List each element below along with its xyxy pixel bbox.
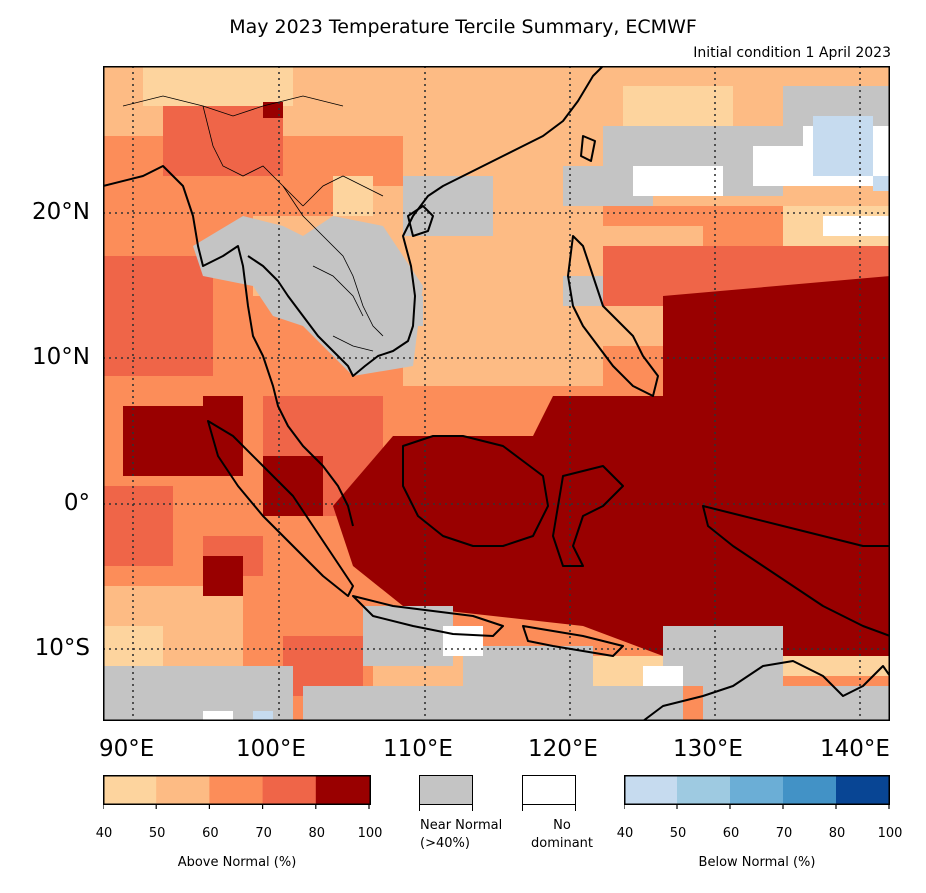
above-colorbar-cell-4 [315, 775, 370, 805]
above-colorbar-tick-label-0: 40 [95, 826, 113, 841]
lon-label-120e: 120°E [528, 736, 598, 762]
country-borders [122, 95, 384, 352]
above-colorbar-tick-label-4: 80 [308, 826, 326, 841]
map-title: May 2023 Temperature Tercile Summary, EC… [229, 16, 697, 38]
lon-label-90e: 90°E [99, 736, 155, 762]
lat-label-equator: 0° [63, 490, 90, 516]
map-border [103, 66, 890, 721]
above-colorbar-tick-label-5: 100 [357, 826, 383, 841]
near-normal-tick-right [472, 805, 473, 811]
below-colorbar-tick-label-1: 50 [669, 826, 687, 841]
above-colorbar-cell-2 [209, 775, 264, 805]
no-dominant-label-line2: dominant [530, 836, 594, 851]
above-colorbar-cell-3 [262, 775, 317, 805]
below-colorbar-cell-2 [730, 775, 784, 805]
no-dominant-label-line1: No [553, 818, 571, 833]
above-colorbar-cell-0 [103, 775, 157, 805]
below-colorbar-tick-label-5: 100 [877, 826, 903, 841]
lon-label-130e: 130°E [673, 736, 743, 762]
lat-label-10s: 10°S [34, 635, 90, 661]
below-colorbar-tick-label-3: 70 [775, 826, 793, 841]
below-colorbar-cell-1 [677, 775, 731, 805]
above-colorbar-cell-1 [156, 775, 210, 805]
below-colorbar-tick-label-0: 40 [616, 826, 634, 841]
near-normal-tick-left [419, 805, 420, 811]
below-colorbar-cell-0 [624, 775, 678, 805]
above-colorbar-tick-label-2: 60 [202, 826, 219, 841]
lat-label-10n: 10°N [32, 344, 90, 370]
no-dominant-tick-left [522, 805, 523, 811]
near-normal-label-line1: Near Normal [420, 818, 503, 833]
below-colorbar-tick-label-4: 80 [828, 826, 846, 841]
no-dominant-tick-right [575, 805, 576, 811]
near-normal-swatch [419, 775, 473, 805]
below-colorbar-cell-3 [783, 775, 837, 805]
below-colorbar-tick-label-2: 60 [722, 826, 740, 841]
below-normal-title: Below Normal (%) [698, 855, 816, 870]
no-dominant-swatch [522, 775, 576, 805]
lon-label-110e: 110°E [383, 736, 453, 762]
near-normal-label-line2: (>40%) [420, 836, 470, 851]
below-normal-regions [253, 116, 890, 721]
tercile-map [103, 66, 890, 721]
above-normal-title: Above Normal (%) [177, 855, 297, 870]
below-colorbar-cell-4 [836, 775, 890, 805]
coastlines [103, 66, 890, 721]
above-colorbar-tick-label-3: 70 [255, 826, 272, 841]
map-subtitle: Initial condition 1 April 2023 [693, 45, 891, 61]
lat-label-20n: 20°N [32, 199, 90, 225]
no-dominant-label: No dominant [522, 817, 602, 853]
above-colorbar-tick-label-1: 50 [148, 826, 166, 841]
lon-label-100e: 100°E [236, 736, 306, 762]
below-normal-colorbar [624, 775, 890, 809]
near-normal-label: Near Normal (>40%) [420, 817, 502, 853]
lon-label-140e: 140°E [820, 736, 890, 762]
above-normal-colorbar [103, 775, 371, 809]
map-gridlines [103, 66, 890, 721]
